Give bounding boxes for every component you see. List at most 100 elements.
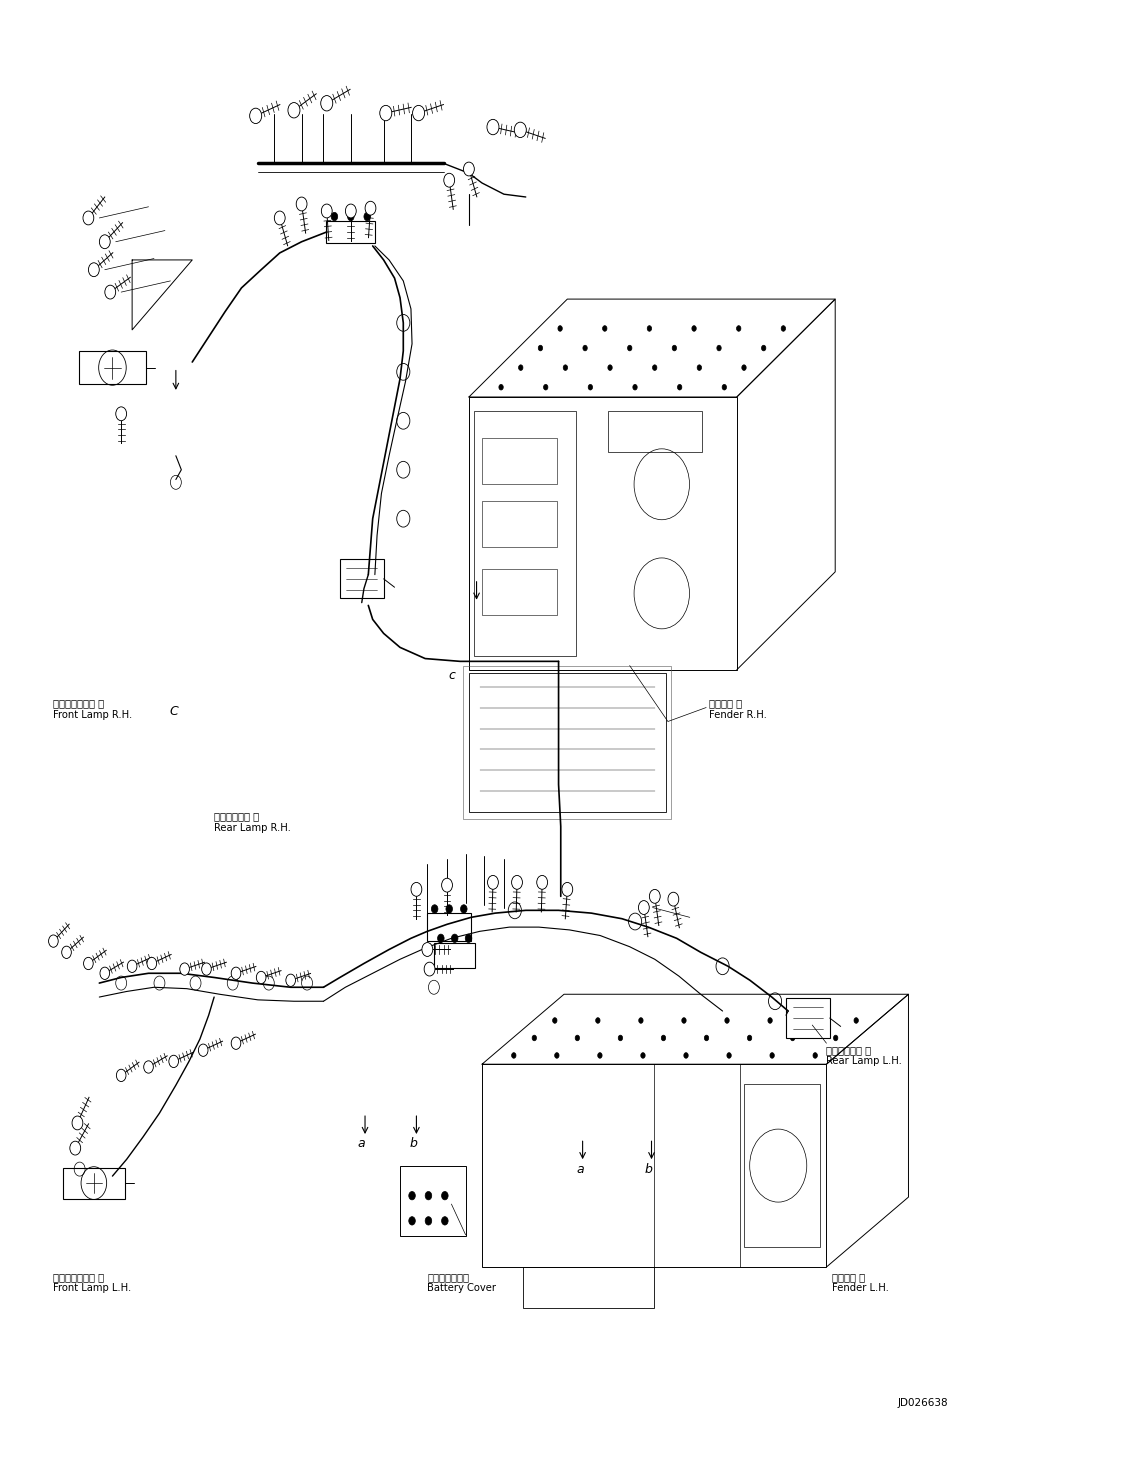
Text: C: C — [170, 705, 178, 718]
Circle shape — [653, 364, 657, 370]
Circle shape — [231, 1037, 240, 1049]
Circle shape — [424, 962, 435, 976]
Circle shape — [83, 957, 93, 970]
Circle shape — [747, 1034, 752, 1040]
Circle shape — [249, 108, 262, 124]
Circle shape — [89, 262, 99, 277]
Circle shape — [198, 1045, 208, 1056]
Circle shape — [83, 211, 93, 224]
Circle shape — [442, 879, 452, 892]
Circle shape — [511, 876, 523, 889]
Circle shape — [515, 122, 526, 137]
Text: フェンダ 右: フェンダ 右 — [710, 698, 743, 708]
Bar — [482, 1064, 827, 1268]
Circle shape — [409, 1217, 416, 1225]
Circle shape — [563, 364, 567, 370]
Bar — [786, 998, 829, 1037]
Circle shape — [649, 889, 661, 903]
Circle shape — [697, 364, 702, 370]
Bar — [469, 673, 665, 813]
Circle shape — [116, 1069, 126, 1081]
Text: Fender L.H.: Fender L.H. — [831, 1284, 888, 1292]
Circle shape — [741, 364, 746, 370]
Circle shape — [667, 892, 679, 906]
Circle shape — [464, 162, 474, 176]
Circle shape — [345, 204, 357, 219]
Circle shape — [49, 935, 58, 947]
Circle shape — [487, 119, 499, 134]
Text: a: a — [358, 1138, 366, 1151]
Circle shape — [147, 957, 157, 970]
Circle shape — [465, 934, 472, 943]
Text: Rear Lamp L.H.: Rear Lamp L.H. — [827, 1056, 902, 1067]
Circle shape — [425, 1217, 432, 1225]
Circle shape — [683, 1052, 688, 1058]
Circle shape — [437, 934, 444, 943]
Circle shape — [321, 204, 333, 219]
Circle shape — [562, 883, 573, 896]
Text: フェンダ 左: フェンダ 左 — [831, 1272, 865, 1282]
Circle shape — [83, 211, 93, 224]
Circle shape — [598, 1052, 603, 1058]
Circle shape — [662, 1034, 665, 1040]
Circle shape — [72, 1116, 83, 1129]
Circle shape — [768, 1017, 772, 1023]
Circle shape — [487, 876, 499, 889]
Circle shape — [116, 407, 126, 421]
Circle shape — [49, 935, 58, 947]
Circle shape — [451, 934, 458, 943]
Circle shape — [487, 876, 499, 889]
Circle shape — [169, 1055, 179, 1068]
Circle shape — [83, 957, 93, 970]
Circle shape — [296, 197, 308, 211]
Circle shape — [69, 1141, 81, 1155]
Circle shape — [116, 407, 126, 421]
Circle shape — [639, 1017, 644, 1023]
Circle shape — [737, 326, 740, 331]
Circle shape — [89, 262, 99, 277]
Circle shape — [331, 213, 337, 221]
Circle shape — [444, 173, 454, 186]
Circle shape — [128, 960, 137, 972]
Circle shape — [321, 96, 333, 111]
Circle shape — [552, 1017, 557, 1023]
Circle shape — [603, 326, 607, 331]
Circle shape — [411, 883, 421, 896]
Circle shape — [202, 963, 212, 975]
Circle shape — [274, 211, 285, 224]
Circle shape — [442, 879, 452, 892]
Circle shape — [288, 102, 300, 118]
Circle shape — [770, 1052, 775, 1058]
Circle shape — [202, 963, 212, 975]
Circle shape — [555, 1052, 559, 1058]
Circle shape — [790, 1034, 795, 1040]
Text: a: a — [576, 1163, 584, 1176]
Circle shape — [99, 235, 110, 249]
Circle shape — [412, 105, 425, 121]
Bar — [523, 1268, 654, 1307]
Circle shape — [296, 197, 308, 211]
Circle shape — [583, 345, 588, 351]
Text: Front Lamp R.H.: Front Lamp R.H. — [54, 710, 132, 720]
Text: バッテリカバー: バッテリカバー — [427, 1272, 469, 1282]
Circle shape — [256, 972, 267, 983]
Circle shape — [147, 957, 157, 970]
Circle shape — [811, 1017, 816, 1023]
Bar — [469, 396, 737, 670]
Circle shape — [596, 1017, 600, 1023]
Circle shape — [727, 1052, 731, 1058]
Circle shape — [678, 385, 682, 390]
Circle shape — [366, 201, 376, 216]
Text: フロントランプ 左: フロントランプ 左 — [54, 1272, 105, 1282]
Bar — [464, 666, 671, 819]
Circle shape — [231, 1037, 240, 1049]
Bar — [482, 568, 557, 615]
Circle shape — [647, 326, 652, 331]
Circle shape — [321, 96, 333, 111]
Circle shape — [412, 105, 425, 121]
Text: Rear Lamp R.H.: Rear Lamp R.H. — [214, 823, 290, 833]
Bar — [474, 411, 576, 656]
Circle shape — [144, 1061, 154, 1074]
Bar — [482, 501, 557, 546]
Circle shape — [345, 204, 357, 219]
